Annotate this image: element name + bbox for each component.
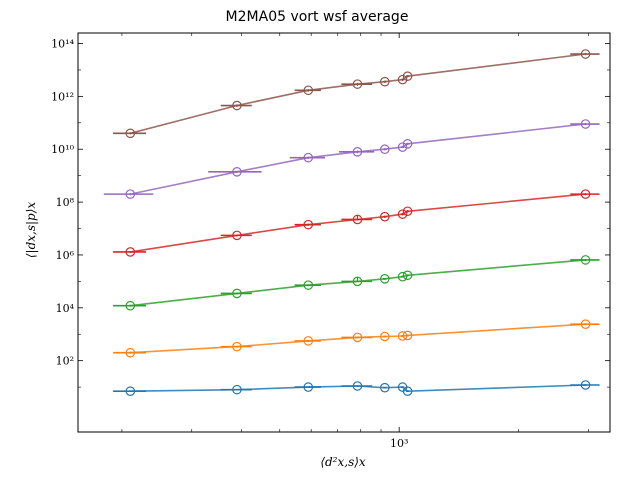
data-point-marker [303,219,314,230]
y-tick-label: 10⁴ [56,302,75,315]
data-point-marker [352,381,363,391]
data-point-marker [303,382,314,392]
series-line [130,53,586,135]
data-point-marker [303,152,314,163]
chart-title: M2MA05 vort wsf average [226,9,409,25]
data-point-marker [580,380,591,390]
series-1 [113,319,600,358]
x-tick-label: 10³ [390,437,408,450]
series-4 [103,119,600,199]
data-point-marker [125,128,136,139]
data-point-marker [402,386,413,396]
data-point-marker [397,74,408,85]
data-point-marker [580,49,591,59]
y-tick-label: 10¹² [51,90,74,103]
data-point-marker [402,270,413,281]
series-2 [113,255,600,311]
data-point-marker [232,384,242,395]
y-tick-label: 10¹⁴ [51,38,74,51]
y-tick-label: 10² [56,355,74,368]
data-point-marker [397,142,408,152]
data-point-marker [232,100,242,111]
data-point-marker [125,347,136,358]
series-5 [113,49,600,139]
data-point-marker [580,319,591,329]
data-point-marker [402,71,413,81]
data-point-marker [380,382,390,393]
series-line [130,259,586,307]
data-point-marker [402,139,413,149]
data-point-marker [380,144,390,155]
data-point-marker [232,341,242,352]
data-point-marker [125,189,136,199]
plot-frame [77,32,611,433]
data-point-marker [303,280,314,290]
data-point-marker [397,271,408,282]
tick-layer: 10² 10⁴ 10⁶ 10⁸ 10¹⁰ 10¹² 10¹⁴ 10³ [51,33,610,450]
data-point-marker [352,214,363,225]
y-axis-label: ⟨|dx,s|p⟩x [24,202,38,259]
series-line [130,193,586,253]
data-point-marker [380,274,390,284]
series-line [130,123,586,195]
data-point-marker [580,189,591,199]
data-point-marker [402,206,413,217]
series-layer [103,49,600,396]
y-tick-label: 10⁶ [56,249,75,262]
series-3 [113,189,600,257]
data-point-marker [352,276,363,287]
data-point-marker [580,119,591,129]
data-point-marker [232,167,242,177]
data-point-marker [380,76,390,87]
data-point-marker [402,330,413,341]
data-point-marker [352,146,363,157]
data-point-marker [303,85,314,96]
y-tick-label: 10⁸ [56,196,75,209]
data-point-marker [303,336,314,346]
data-point-marker [380,211,390,222]
x-axis-label: ⟨d²x,s⟩x [320,455,366,469]
data-point-marker [352,332,363,343]
data-point-marker [125,386,136,396]
data-point-marker [397,209,408,219]
data-point-marker [232,288,242,299]
series-0 [113,380,600,396]
data-point-marker [580,255,591,265]
data-point-marker [125,300,136,311]
data-point-marker [232,230,242,241]
data-point-marker [352,79,363,89]
data-point-marker [380,331,390,342]
data-point-marker [125,247,136,257]
y-tick-label: 10¹⁰ [51,143,74,156]
